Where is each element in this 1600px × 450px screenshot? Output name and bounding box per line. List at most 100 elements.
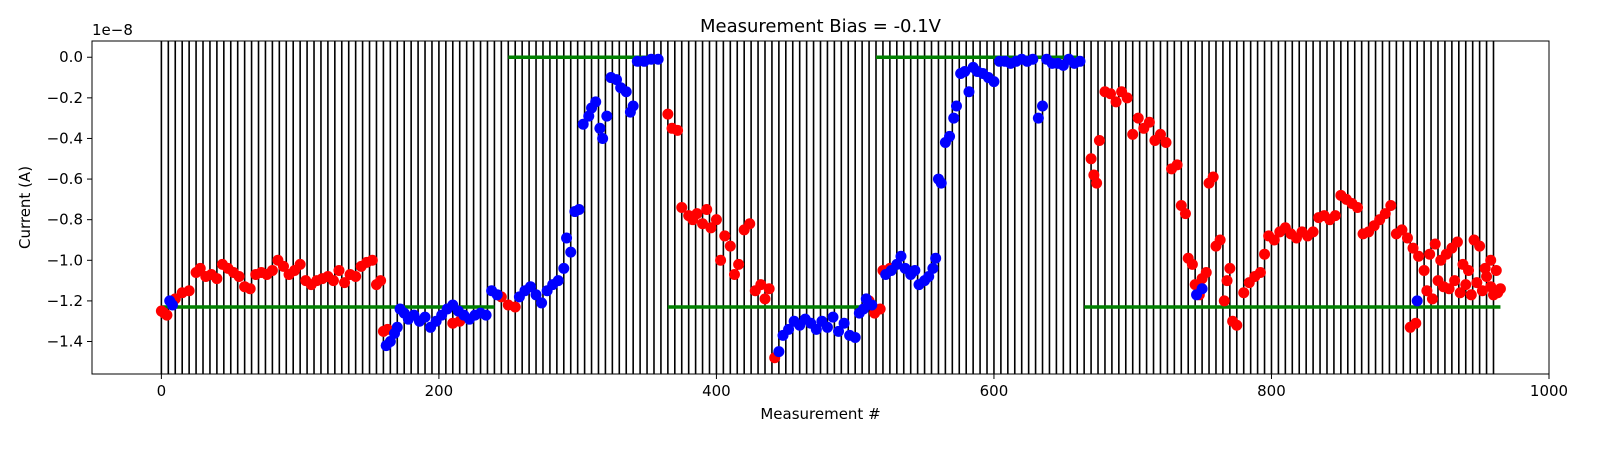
red-data-point [1268,234,1280,246]
red-data-point [705,222,717,234]
blue-data-point [858,303,870,315]
blue-data-point [827,311,839,323]
red-data-point [1396,224,1408,236]
chart-title: Measurement Bias = -0.1V [700,16,942,37]
red-data-point [719,230,731,242]
y-axis-label: Current (A) [16,166,34,249]
red-data-point [1443,283,1455,295]
red-data-point [672,124,684,136]
x-tick-label: 200 [425,382,454,400]
red-data-point [1481,271,1493,283]
red-data-point [1307,226,1319,238]
blue-data-point [783,323,795,335]
red-data-point [1254,266,1266,278]
red-data-point [1160,137,1172,149]
blue-data-point [491,289,503,301]
blue-data-point [419,311,431,323]
blue-data-point [950,100,962,112]
red-data-point [1429,238,1441,250]
red-data-point [874,303,886,315]
x-tick-label: 0 [157,382,167,400]
red-data-point [1413,250,1425,262]
blue-data-point [552,275,564,287]
plot-frame [91,40,1550,375]
red-data-point [1471,277,1483,289]
blue-data-point [620,86,632,98]
red-data-point [1207,171,1219,183]
red-data-point [1352,202,1364,213]
red-data-point [327,275,339,287]
red-data-point [733,258,745,270]
red-data-point [1401,232,1413,244]
y-tick-label: −1.0 [47,251,83,269]
blue-data-point [590,96,602,108]
y-tick-label: −0.2 [47,89,83,107]
y-axis-offset-text: 1e−8 [92,21,133,39]
red-data-point [1171,159,1183,171]
y-tick-label: 0.0 [59,48,83,66]
blue-data-point [988,76,1000,88]
red-data-point [1186,258,1198,270]
y-tick-label: −0.4 [47,129,83,147]
red-data-point [1474,240,1486,252]
data-points [155,53,1506,364]
red-data-point [194,262,206,274]
blue-data-point [652,53,664,65]
blue-data-point [384,336,396,348]
red-data-point [509,301,521,313]
red-data-point [266,264,278,276]
blue-data-point [1027,53,1039,65]
red-data-point [1463,264,1475,276]
red-data-point [1105,88,1117,100]
blue-data-point [1032,112,1044,124]
y-tick-label: −1.2 [47,292,83,310]
red-data-point [1085,153,1097,165]
red-data-point [701,204,713,216]
blue-data-point [627,100,639,112]
blue-data-point [909,264,921,276]
red-data-point [1127,128,1139,140]
red-data-point [1238,287,1250,299]
x-tick-label: 600 [980,382,1009,400]
y-tick-label: −1.4 [47,333,83,351]
red-data-point [1465,289,1477,301]
red-data-point [161,309,173,321]
blue-data-point [611,74,623,86]
blue-data-point [923,271,935,283]
red-data-point [350,271,362,283]
red-data-point [1179,208,1191,220]
blue-data-point [558,262,570,274]
red-data-point [366,254,378,266]
y-tick-label: −0.6 [47,170,83,188]
blue-data-point [810,323,822,335]
red-data-point [1460,279,1472,291]
red-data-point [697,218,709,230]
blue-data-point [1037,100,1049,112]
blue-data-point [573,204,585,216]
red-data-point [1093,134,1105,146]
red-data-point [1476,285,1488,297]
blue-data-point [930,252,942,264]
red-data-point [1410,317,1422,329]
blue-data-point [561,232,573,244]
red-data-point [755,279,767,291]
red-data-point [294,258,306,270]
red-data-point [1479,262,1491,274]
red-data-point [1421,285,1433,297]
red-data-point [1143,116,1155,128]
red-data-point [759,293,771,305]
blue-data-point [524,281,536,293]
red-data-point [375,275,387,287]
x-tick-label: 400 [702,382,731,400]
red-data-point [1494,283,1506,295]
red-data-point [1418,264,1430,276]
blue-data-point [963,86,975,98]
red-data-point [183,285,195,297]
red-data-point [1110,96,1122,108]
red-data-point [1490,264,1502,276]
blue-data-point [1411,295,1423,307]
blue-data-point [1196,283,1208,295]
red-data-point [724,240,736,252]
y-axis-ticks: 0.0 −0.2 −0.4 −0.6 −0.8 −1.0 −1.2 −1.4 [47,48,92,351]
red-data-point [1091,177,1103,189]
